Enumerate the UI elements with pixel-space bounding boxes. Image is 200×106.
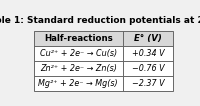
Text: Cu²⁺ + 2e⁻ → Cu(s): Cu²⁺ + 2e⁻ → Cu(s): [40, 49, 117, 58]
Text: −2.37 V: −2.37 V: [132, 79, 164, 88]
Bar: [34, 31, 173, 46]
Bar: [34, 31, 173, 91]
Text: +0.34 V: +0.34 V: [132, 49, 164, 58]
Text: Mg²⁺ + 2e⁻ → Mg(s): Mg²⁺ + 2e⁻ → Mg(s): [38, 79, 118, 88]
Text: Table 1: Standard reduction potentials at 25°C: Table 1: Standard reduction potentials a…: [0, 16, 200, 25]
Text: −0.76 V: −0.76 V: [132, 64, 164, 73]
Text: Zn²⁺ + 2e⁻ → Zn(s): Zn²⁺ + 2e⁻ → Zn(s): [40, 64, 117, 73]
Bar: [34, 31, 173, 91]
Text: Half-reactions: Half-reactions: [44, 34, 113, 43]
Text: E° (V): E° (V): [134, 34, 162, 43]
